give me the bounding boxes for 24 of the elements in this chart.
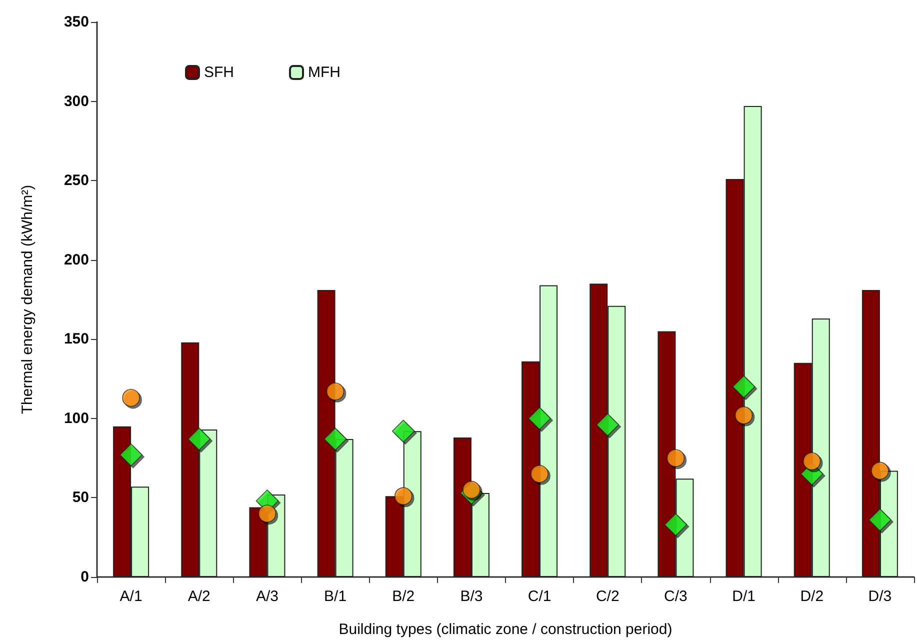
x-tick-label: A/1 — [120, 588, 142, 605]
y-tick-label: 100 — [64, 410, 89, 427]
y-tick-label: 200 — [64, 251, 89, 268]
x-tick-label: B/1 — [324, 588, 347, 605]
x-tick-label: D/3 — [868, 588, 892, 605]
x-tick-label: C/1 — [528, 588, 552, 605]
x-axis-title: Building types (climatic zone / construction period) — [338, 621, 672, 638]
y-tick-label: 250 — [64, 172, 89, 190]
x-tick-label: C/2 — [596, 588, 620, 605]
legend-label: MFH — [308, 64, 340, 81]
y-tick-label: 0 — [80, 568, 89, 586]
x-tick-label: A/2 — [188, 588, 210, 605]
x-tick-label: A/3 — [256, 588, 278, 605]
x-tick-label: D/2 — [800, 588, 824, 605]
y-tick-label: 50 — [72, 489, 89, 506]
legend-label: SFH — [204, 64, 234, 81]
y-tick-label: 350 — [64, 14, 89, 30]
y-axis-title: Thermal energy demand (kWh/m²) — [19, 184, 36, 414]
x-tick-label: D/1 — [732, 588, 756, 605]
y-tick-label: 300 — [64, 92, 89, 110]
x-tick-label: B/3 — [460, 588, 483, 605]
x-tick-label: B/2 — [392, 588, 415, 605]
x-tick-label: C/3 — [664, 588, 688, 605]
y-tick-label: 150 — [64, 330, 89, 348]
